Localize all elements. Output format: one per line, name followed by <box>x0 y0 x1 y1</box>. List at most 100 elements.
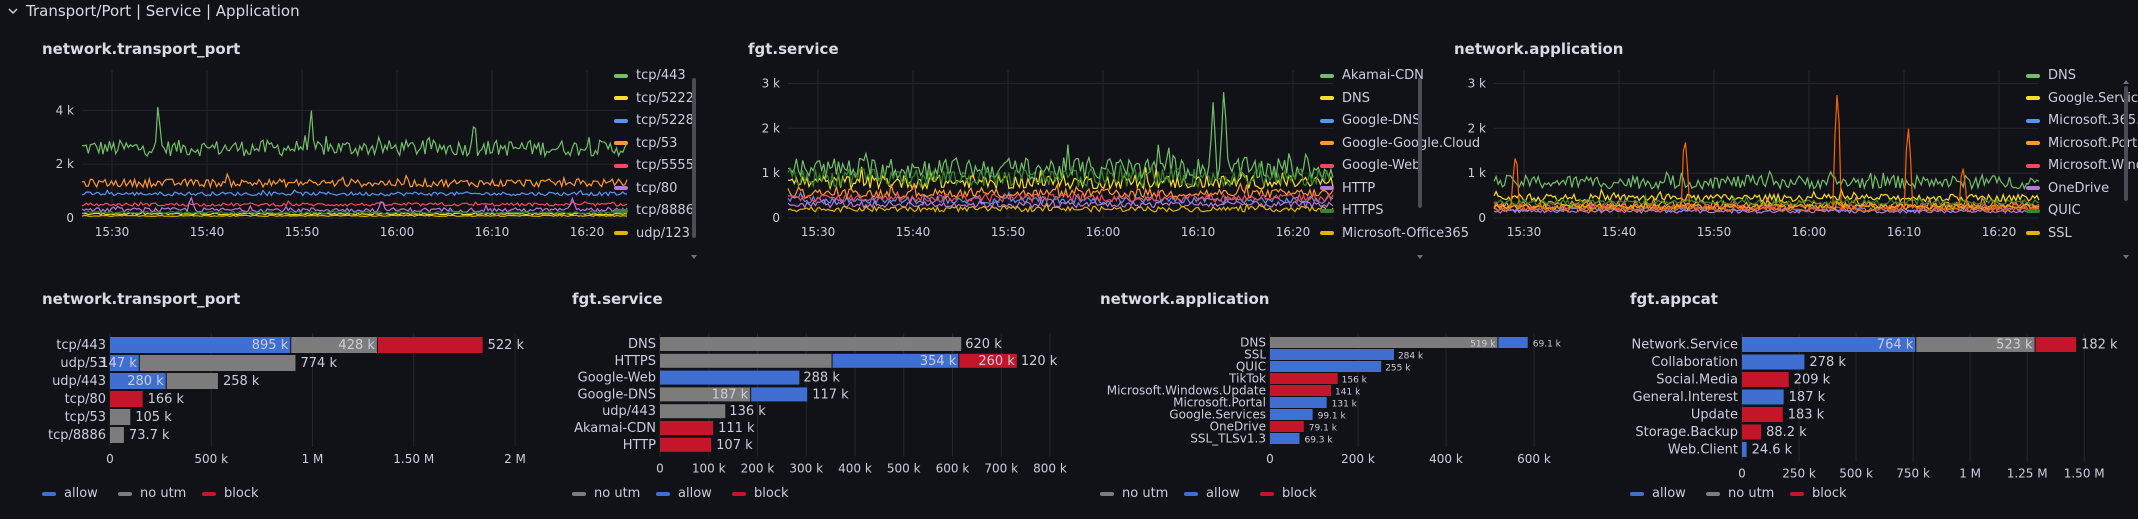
bar-google-web-allow[interactable] <box>660 370 800 385</box>
bar-social-media-block[interactable] <box>1742 372 1789 387</box>
bar-dns-no_utm[interactable] <box>660 337 962 351</box>
legend-item-microsoft-office365[interactable]: Microsoft-Office365 <box>1320 226 1469 241</box>
scroll-down-icon[interactable] <box>691 255 697 259</box>
legend-item-http[interactable]: HTTP <box>1320 181 1375 196</box>
legend-scrollbar[interactable] <box>2124 86 2128 201</box>
legend-item-microsoft-portal[interactable]: Microsoft.Portal <box>2026 136 2138 151</box>
bar-tiktok-block[interactable] <box>1270 373 1338 384</box>
legend-item-block[interactable]: block <box>1790 486 1847 501</box>
legend-item-no-utm[interactable]: no utm <box>572 486 640 501</box>
bar-akamai-cdn-block[interactable] <box>660 421 714 435</box>
bar-update-block[interactable] <box>1742 407 1783 422</box>
legend-item-akamai-cdn[interactable]: Akamai-CDN <box>1320 68 1424 83</box>
bar-network-service-no_utm[interactable] <box>1916 337 2035 352</box>
legend-label: allow <box>1652 486 1686 501</box>
bar-udp-443-no_utm[interactable] <box>166 373 218 389</box>
bar-tcp-443-block[interactable] <box>377 337 483 353</box>
legend-item-allow[interactable]: allow <box>656 486 712 501</box>
bar-udp-443-no_utm[interactable] <box>660 404 726 419</box>
bar-collaboration-allow[interactable] <box>1742 354 1805 370</box>
legend-item-tcp-53[interactable]: tcp/53 <box>614 136 677 151</box>
bar-general-interest-allow[interactable] <box>1742 389 1784 405</box>
legend-item-no-utm[interactable]: no utm <box>1100 486 1168 501</box>
legend-item-tcp-5555[interactable]: tcp/5555 <box>614 158 694 173</box>
y-tick-label: 2 k <box>56 157 74 171</box>
legend-item-block[interactable]: block <box>202 486 259 501</box>
legend-item-udp-123[interactable]: udp/123 <box>614 226 690 241</box>
legend-item-block[interactable]: block <box>1260 486 1317 501</box>
legend-item-tcp-80[interactable]: tcp/80 <box>614 181 677 196</box>
bar-tcp-80-block[interactable] <box>110 391 143 407</box>
series-line-google-services <box>1493 187 2040 204</box>
bar-value-label: 522 k <box>488 338 525 353</box>
legend-item-allow[interactable]: allow <box>1630 486 1686 501</box>
legend-scrollbar[interactable] <box>692 78 696 238</box>
bar-ssl-tlsv1-3-allow[interactable] <box>1270 433 1300 444</box>
legend-item-microsoft-windows-update[interactable]: Microsoft.Windows.Update <box>2026 158 2138 173</box>
bar-microsoft-portal-allow[interactable] <box>1270 397 1327 408</box>
row-header[interactable]: Transport/Port | Service | Application <box>8 0 300 22</box>
legend-item-google-services[interactable]: Google.Services <box>2026 91 2138 106</box>
category-label: SSL <box>1244 348 1266 362</box>
scroll-down-icon[interactable] <box>2123 255 2129 259</box>
legend-item-microsoft-365-portal[interactable]: Microsoft.365.Portal <box>2026 113 2138 128</box>
x-tick-label: 100 k <box>692 462 726 476</box>
legend-item-google-web[interactable]: Google-Web <box>1320 158 1420 173</box>
legend-item-no-utm[interactable]: no utm <box>118 486 186 501</box>
legend-item-quic[interactable]: QUIC <box>2026 203 2081 218</box>
bar-network-service-allow[interactable] <box>1742 337 1916 352</box>
legend-item-google-dns[interactable]: Google-DNS <box>1320 113 1421 128</box>
bar-onedrive-block[interactable] <box>1270 421 1304 432</box>
legend-item-dns[interactable]: DNS <box>1320 91 1370 106</box>
legend-item-onedrive[interactable]: OneDrive <box>2026 181 2109 196</box>
bar-tcp-443-no_utm[interactable] <box>291 337 377 353</box>
bar-tcp-443-allow[interactable] <box>110 337 291 353</box>
bar-udp-443-allow[interactable] <box>110 373 166 389</box>
bar-udp-53-no_utm[interactable] <box>139 355 296 371</box>
legend-item-tcp-8886[interactable]: tcp/8886 <box>614 203 694 218</box>
bar-microsoft-windows-update-block[interactable] <box>1270 385 1332 396</box>
scroll-up-icon[interactable] <box>2123 80 2129 84</box>
legend-item-dns[interactable]: DNS <box>2026 68 2076 83</box>
bar-http-block[interactable] <box>660 437 712 452</box>
bar-https-block[interactable] <box>959 353 1017 368</box>
series-line-tcp-8886 <box>81 209 628 215</box>
legend-item-block[interactable]: block <box>732 486 789 501</box>
bar-storage-backup-block[interactable] <box>1742 424 1762 440</box>
bar-web-client-allow[interactable] <box>1742 442 1747 457</box>
bar-dns-no_utm[interactable] <box>1270 337 1498 348</box>
bar-dns-allow[interactable] <box>1498 337 1528 348</box>
bar-tcp-53-no_utm[interactable] <box>110 409 131 425</box>
legend-scrollbar[interactable] <box>1418 78 1422 208</box>
bar-udp-53-allow[interactable] <box>110 355 139 371</box>
scroll-down-icon[interactable] <box>1417 255 1423 259</box>
bar-quic-allow[interactable] <box>1270 361 1382 372</box>
legend-item-tcp-5222[interactable]: tcp/5222 <box>614 91 694 106</box>
legend-swatch <box>42 491 56 496</box>
legend-item-ssl[interactable]: SSL <box>2026 226 2072 241</box>
legend-label: block <box>754 486 789 501</box>
bar-google-dns-no_utm[interactable] <box>660 387 751 402</box>
bar-google-dns-allow[interactable] <box>751 387 808 402</box>
category-label: DNS <box>1240 336 1266 350</box>
x-tick-label: 15:40 <box>1602 225 1637 239</box>
legend-item-https[interactable]: HTTPS <box>1320 203 1384 218</box>
legend-label: tcp/5222 <box>636 90 694 106</box>
bar-https-no_utm[interactable] <box>660 353 832 368</box>
legend-swatch <box>614 96 628 100</box>
bar-https-allow[interactable] <box>832 353 959 368</box>
legend-item-no-utm[interactable]: no utm <box>1706 486 1774 501</box>
bar-value-label: 258 k <box>223 374 260 389</box>
bar-network-service-block[interactable] <box>2035 337 2077 352</box>
bar-tcp-8886-no_utm[interactable] <box>110 427 124 443</box>
legend-item-allow[interactable]: allow <box>42 486 98 501</box>
legend-swatch <box>1320 96 1334 100</box>
series-line-quic <box>1493 193 2040 207</box>
bar-google-services-allow[interactable] <box>1270 409 1313 420</box>
legend-item-tcp-5228[interactable]: tcp/5228 <box>614 113 694 128</box>
legend-label: HTTPS <box>1342 203 1384 218</box>
legend-item-google-google-cloud[interactable]: Google-Google.Cloud <box>1320 136 1480 151</box>
bar-ssl-allow[interactable] <box>1270 349 1394 360</box>
legend-item-tcp-443[interactable]: tcp/443 <box>614 68 686 83</box>
legend-item-allow[interactable]: allow <box>1184 486 1240 501</box>
